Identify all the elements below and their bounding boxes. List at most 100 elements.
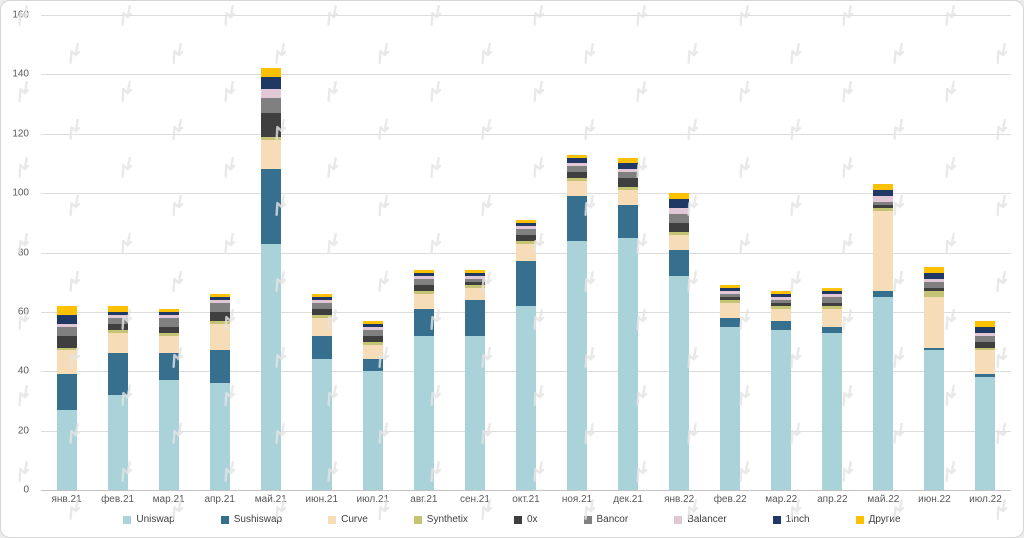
legend-item-Другие: Другие [855,514,901,525]
bar-segment-Bancor [209,302,230,312]
bar-stack-июн.22 [924,267,945,490]
bar-stack-мар.21 [158,308,179,490]
bar-segment-Sushiswap [720,317,741,327]
bar-segment-Curve [311,317,332,336]
legend-swatch [413,515,422,524]
bar-segment-Sushiswap [209,350,230,384]
bar-segment-Curve [618,190,639,205]
legend-item-Synthetix: Synthetix [413,514,468,525]
x-axis-tick-label: июн.21 [305,494,339,505]
bar-stack-фев.22 [720,285,741,490]
bar-segment-Uniswap [362,371,383,490]
bar-segment-Curve [720,302,741,318]
y-axis-labels: 0 20 40 60 80 100 120 140 160 [3,10,35,496]
bar-segment-Sushiswap [107,353,128,395]
bar-stack-авг.21 [413,270,434,490]
bar-segment-Uniswap [822,332,843,490]
legend-item-Balancer: Balancer [674,514,727,525]
bar-segment-1inch [260,77,281,90]
bar-segment-Curve [413,294,434,309]
x-axis-tick-label: ноя.21 [561,494,593,505]
bar-segment-0x [209,311,230,321]
gridline [41,193,1011,195]
legend-swatch [674,515,683,524]
bar-segment-Sushiswap [362,359,383,372]
bar-segment-Sushiswap [413,308,434,336]
legend-swatch [220,515,229,524]
chart-legend: Uniswap Sushiswap Curve Synthetix 0x Bancor Ba… [1,514,1023,525]
bar-segment-Curve [873,210,894,292]
y-axis-tick-label: 80 [17,247,29,258]
bar-stack-июн.21 [311,294,332,490]
bar-stack-ноя.21 [567,154,588,490]
y-axis-tick-label: 120 [12,128,29,140]
bar-segment-Curve [975,350,996,375]
bar-segment-Curve [771,308,792,321]
y-axis-tick-label: 140 [12,68,29,80]
bar-segment-Curve [107,332,128,354]
bar-segment-Curve [260,139,281,170]
bar-segment-Uniswap [924,350,945,490]
x-axis-tick-label: июн.22 [918,494,951,505]
x-axis-tick-label: мар.22 [765,494,798,505]
bar-stack-фев.21 [107,305,128,490]
bar-segment-Uniswap [311,359,332,490]
bar-segment-Curve [567,181,588,197]
bar-segment-Curve [464,288,485,300]
bar-segment-0x [260,112,281,137]
bar-segment-Curve [362,344,383,360]
bar-segment-Balancer [260,89,281,99]
legend-label: Sushiswap [233,514,283,525]
legend-label: Uniswap [136,514,175,525]
bar-stack-май.21 [260,68,281,490]
legend-label: 0x [526,514,538,525]
bar-segment-Uniswap [158,380,179,490]
bar-segment-Sushiswap [311,335,332,360]
x-axis-tick-label: апр.21 [204,494,235,505]
x-axis-tick-label: апр.22 [817,494,848,505]
bar-stack-янв.21 [56,305,77,490]
bar-segment-Curve [669,234,690,250]
gridline [41,490,1011,491]
bar-stack-окт.21 [516,219,536,490]
bar-segment-Uniswap [975,377,996,490]
legend-label: Balancer [687,514,727,525]
bar-segment-Uniswap [873,297,894,490]
bar-segment-0x [618,178,639,188]
bar-segment-Bancor [56,326,77,336]
x-axis-tick-label: сен.21 [459,494,490,505]
bar-segment-Uniswap [516,305,536,490]
bar-segment-Uniswap [107,395,128,490]
bar-segment-1inch [669,199,690,208]
bar-segment-Sushiswap [464,300,485,336]
y-axis-tick-label: 160 [12,9,29,21]
bar-segment-Uniswap [56,409,77,490]
bar-segment-Sushiswap [771,320,792,330]
bar-stack-апр.21 [209,294,230,490]
bar-segment-Uniswap [209,383,230,490]
legend-label: Curve [341,514,368,525]
legend-swatch [855,515,864,524]
bar-stack-янв.22 [669,193,690,490]
bar-segment-Uniswap [567,240,588,490]
legend-swatch [328,515,337,524]
legend-item-Curve: Curve [328,514,368,525]
bar-stack-июл.22 [975,320,996,490]
bar-segment-Другие [260,68,281,78]
gridline [41,15,1011,16]
gridline [41,74,1011,76]
legend-swatch [583,515,592,524]
legend-swatch [123,515,132,524]
x-axis-tick-label: дек.21 [613,494,643,505]
bar-segment-Curve [56,350,77,375]
x-axis-tick-label: окт.21 [512,494,540,505]
bar-segment-Uniswap [720,326,741,490]
x-axis-tick-label: авг.21 [410,494,438,505]
bar-segment-Sushiswap [516,261,536,306]
bar-segment-Curve [209,323,230,351]
bar-segment-Sushiswap [56,374,77,410]
legend-label: Другие [868,514,901,525]
x-axis-labels: янв.21 фев.21 мар.21 апр.21 май.21 июн.21 июл.… [41,494,1011,508]
bar-segment-Curve [924,297,945,348]
bar-segment-Bancor [158,317,179,327]
